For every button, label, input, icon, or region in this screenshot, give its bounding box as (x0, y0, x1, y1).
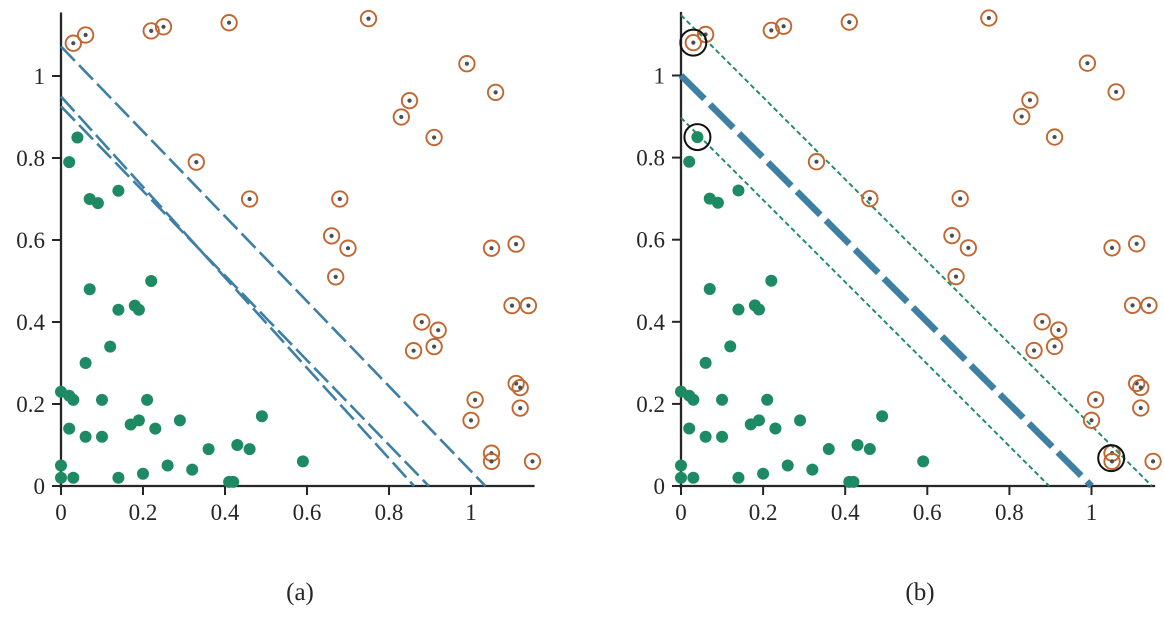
svg-text:1: 1 (34, 64, 46, 89)
svg-text:0.2: 0.2 (16, 392, 45, 417)
svg-text:0.4: 0.4 (16, 310, 45, 335)
svg-text:0: 0 (654, 474, 666, 499)
svg-text:0.8: 0.8 (636, 146, 665, 171)
svg-text:0: 0 (34, 474, 46, 499)
svg-text:1: 1 (465, 500, 477, 525)
svg-text:0.4: 0.4 (211, 500, 240, 525)
svg-text:0.2: 0.2 (749, 500, 778, 525)
svg-text:0: 0 (675, 500, 687, 525)
svg-text:0.4: 0.4 (831, 500, 860, 525)
svg-text:(b): (b) (905, 579, 934, 606)
svg-text:(a): (a) (286, 579, 314, 606)
svg-text:1: 1 (654, 64, 666, 89)
svg-text:0.6: 0.6 (913, 500, 942, 525)
svg-text:1: 1 (1086, 500, 1098, 525)
svg-text:0.8: 0.8 (375, 500, 404, 525)
svg-text:0.4: 0.4 (636, 310, 665, 335)
svg-text:0.6: 0.6 (293, 500, 322, 525)
svg-text:0.6: 0.6 (636, 228, 665, 253)
svg-text:0.8: 0.8 (995, 500, 1024, 525)
svg-text:0.6: 0.6 (16, 228, 45, 253)
svg-text:0.2: 0.2 (636, 392, 665, 417)
svg-text:0.2: 0.2 (129, 500, 158, 525)
svg-text:0: 0 (55, 500, 67, 525)
svg-text:0.8: 0.8 (16, 146, 45, 171)
